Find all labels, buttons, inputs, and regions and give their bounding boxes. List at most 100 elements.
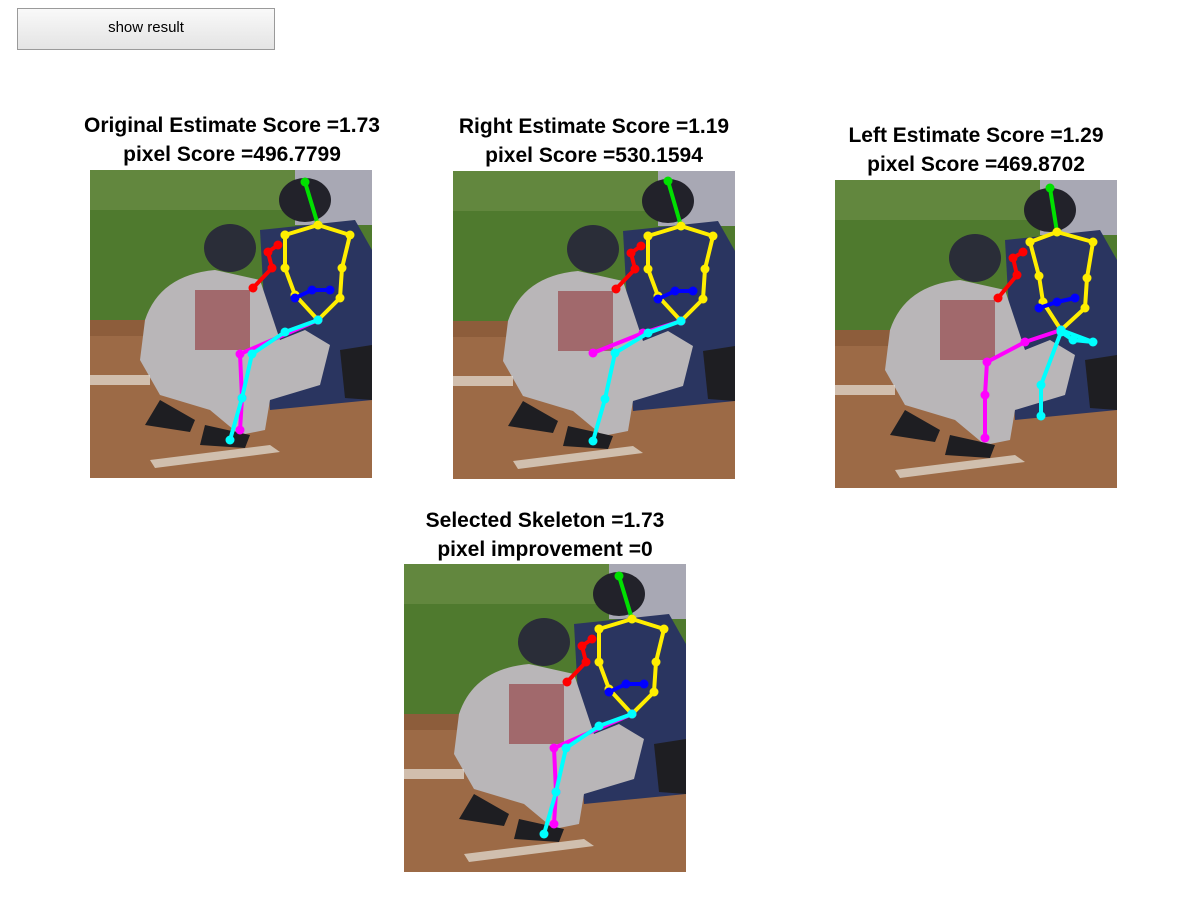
- skeleton-joint: [225, 435, 235, 445]
- pose-image-right: [453, 171, 735, 479]
- skeleton-joint: [651, 657, 661, 667]
- skeleton-joint: [549, 743, 559, 753]
- skeleton-right-arm: [996, 250, 1025, 300]
- photo-canvas: [453, 171, 735, 479]
- skeleton-joint: [313, 315, 323, 325]
- skeleton-joint: [659, 624, 669, 634]
- skeleton-joint: [307, 285, 317, 295]
- skeleton-joint: [993, 293, 1003, 303]
- skeleton-joint: [1080, 303, 1090, 313]
- skeleton-joint: [610, 348, 620, 358]
- skeleton-joint: [1025, 237, 1035, 247]
- skeleton-joint: [621, 679, 631, 689]
- skeleton-joint: [588, 436, 598, 446]
- pose-image-left: [835, 180, 1117, 488]
- skeleton-right-arm: [251, 243, 280, 290]
- skeleton-joint: [1068, 335, 1078, 345]
- panel-selected: Selected Skeleton =1.73 pixel improvemen…: [365, 506, 725, 564]
- skeleton-joint: [604, 687, 614, 697]
- skeleton-joint: [551, 787, 561, 797]
- skeleton-joint: [676, 221, 686, 231]
- skeleton-head-neck: [617, 574, 634, 621]
- skeleton-joint: [611, 284, 621, 294]
- skeleton-joint: [273, 240, 283, 250]
- skeleton-joint: [1036, 411, 1046, 421]
- skeleton-joint: [663, 176, 673, 186]
- panel-title-line1: Original Estimate Score =1.73: [84, 114, 380, 137]
- skeleton-joint: [290, 293, 300, 303]
- skeleton-right-arm: [614, 244, 643, 291]
- panel-title-line2: pixel improvement =0: [437, 538, 653, 561]
- skeleton-joint: [1070, 293, 1080, 303]
- skeleton-joint: [688, 286, 698, 296]
- photo-canvas: [835, 180, 1117, 488]
- skeleton-joint: [1056, 327, 1066, 337]
- panel-title-line1: Left Estimate Score =1.29: [848, 124, 1104, 147]
- skeleton-joint: [1088, 337, 1098, 347]
- skeleton-joint: [280, 230, 290, 240]
- skeleton-head-neck: [1048, 186, 1059, 234]
- skeleton-joint: [700, 264, 710, 274]
- pose-image-original: [90, 170, 372, 478]
- skeleton-joint: [1052, 227, 1062, 237]
- skeleton-joint: [594, 657, 604, 667]
- pose-image-selected: [404, 564, 686, 872]
- skeleton-joint: [235, 425, 245, 435]
- skeleton-joint: [980, 390, 990, 400]
- skeleton-joint: [539, 829, 549, 839]
- skeleton-joint: [1020, 337, 1030, 347]
- skeleton-joint: [643, 264, 653, 274]
- skeleton-joint: [561, 743, 571, 753]
- skeleton-joint: [1082, 273, 1092, 283]
- show-result-button[interactable]: show result: [17, 8, 275, 50]
- skeleton-joint: [335, 293, 345, 303]
- skeleton-joint: [594, 624, 604, 634]
- skeleton-joint: [1008, 253, 1018, 263]
- skeleton-joint: [345, 230, 355, 240]
- skeleton-joint: [235, 349, 245, 359]
- panel-title-line2: pixel Score =496.7799: [123, 143, 341, 166]
- skeleton-joint: [980, 433, 990, 443]
- skeleton-joint: [649, 687, 659, 697]
- skeleton-joint: [639, 679, 649, 689]
- skeleton-joint: [562, 677, 572, 687]
- skeleton-joint: [1034, 271, 1044, 281]
- skeleton-head-neck: [666, 179, 683, 228]
- skeleton-joint: [708, 231, 718, 241]
- skeleton-joint: [982, 357, 992, 367]
- skeleton-joint: [653, 294, 663, 304]
- panel-right: Right Estimate Score =1.19 pixel Score =…: [414, 112, 774, 170]
- skeleton-joint: [1045, 183, 1055, 193]
- panel-left: Left Estimate Score =1.29 pixel Score =4…: [796, 121, 1156, 179]
- skeleton-head-neck: [303, 180, 320, 227]
- photo-canvas: [90, 170, 372, 478]
- skeleton-joint: [676, 316, 686, 326]
- skeleton-joint: [636, 241, 646, 251]
- skeleton-joint: [627, 614, 637, 624]
- skeleton-joint: [588, 348, 598, 358]
- skeleton-joint: [248, 283, 258, 293]
- skeleton-joint: [587, 634, 597, 644]
- skeleton-joint: [594, 721, 604, 731]
- skeleton-joint: [627, 709, 637, 719]
- skeleton-joint: [670, 286, 680, 296]
- skeleton-joint: [626, 248, 636, 258]
- skeleton-joint: [1012, 270, 1022, 280]
- panel-title-line2: pixel Score =469.8702: [867, 153, 1085, 176]
- skeleton-joint: [267, 263, 277, 273]
- skeleton-joint: [247, 349, 257, 359]
- skeleton-joint: [313, 220, 323, 230]
- skeleton-joint: [337, 263, 347, 273]
- skeleton-joint: [643, 231, 653, 241]
- skeleton-joint: [280, 263, 290, 273]
- skeleton-joint: [263, 247, 273, 257]
- panel-title-line2: pixel Score =530.1594: [485, 144, 703, 167]
- skeleton-joint: [300, 177, 310, 187]
- skeleton-right-arm: [565, 637, 594, 684]
- skeleton-joint: [1018, 247, 1028, 257]
- skeleton-left-leg: [1039, 328, 1095, 418]
- skeleton-joint: [1036, 380, 1046, 390]
- photo-canvas: [404, 564, 686, 872]
- skeleton-joint: [1034, 303, 1044, 313]
- skeleton-joint: [577, 641, 587, 651]
